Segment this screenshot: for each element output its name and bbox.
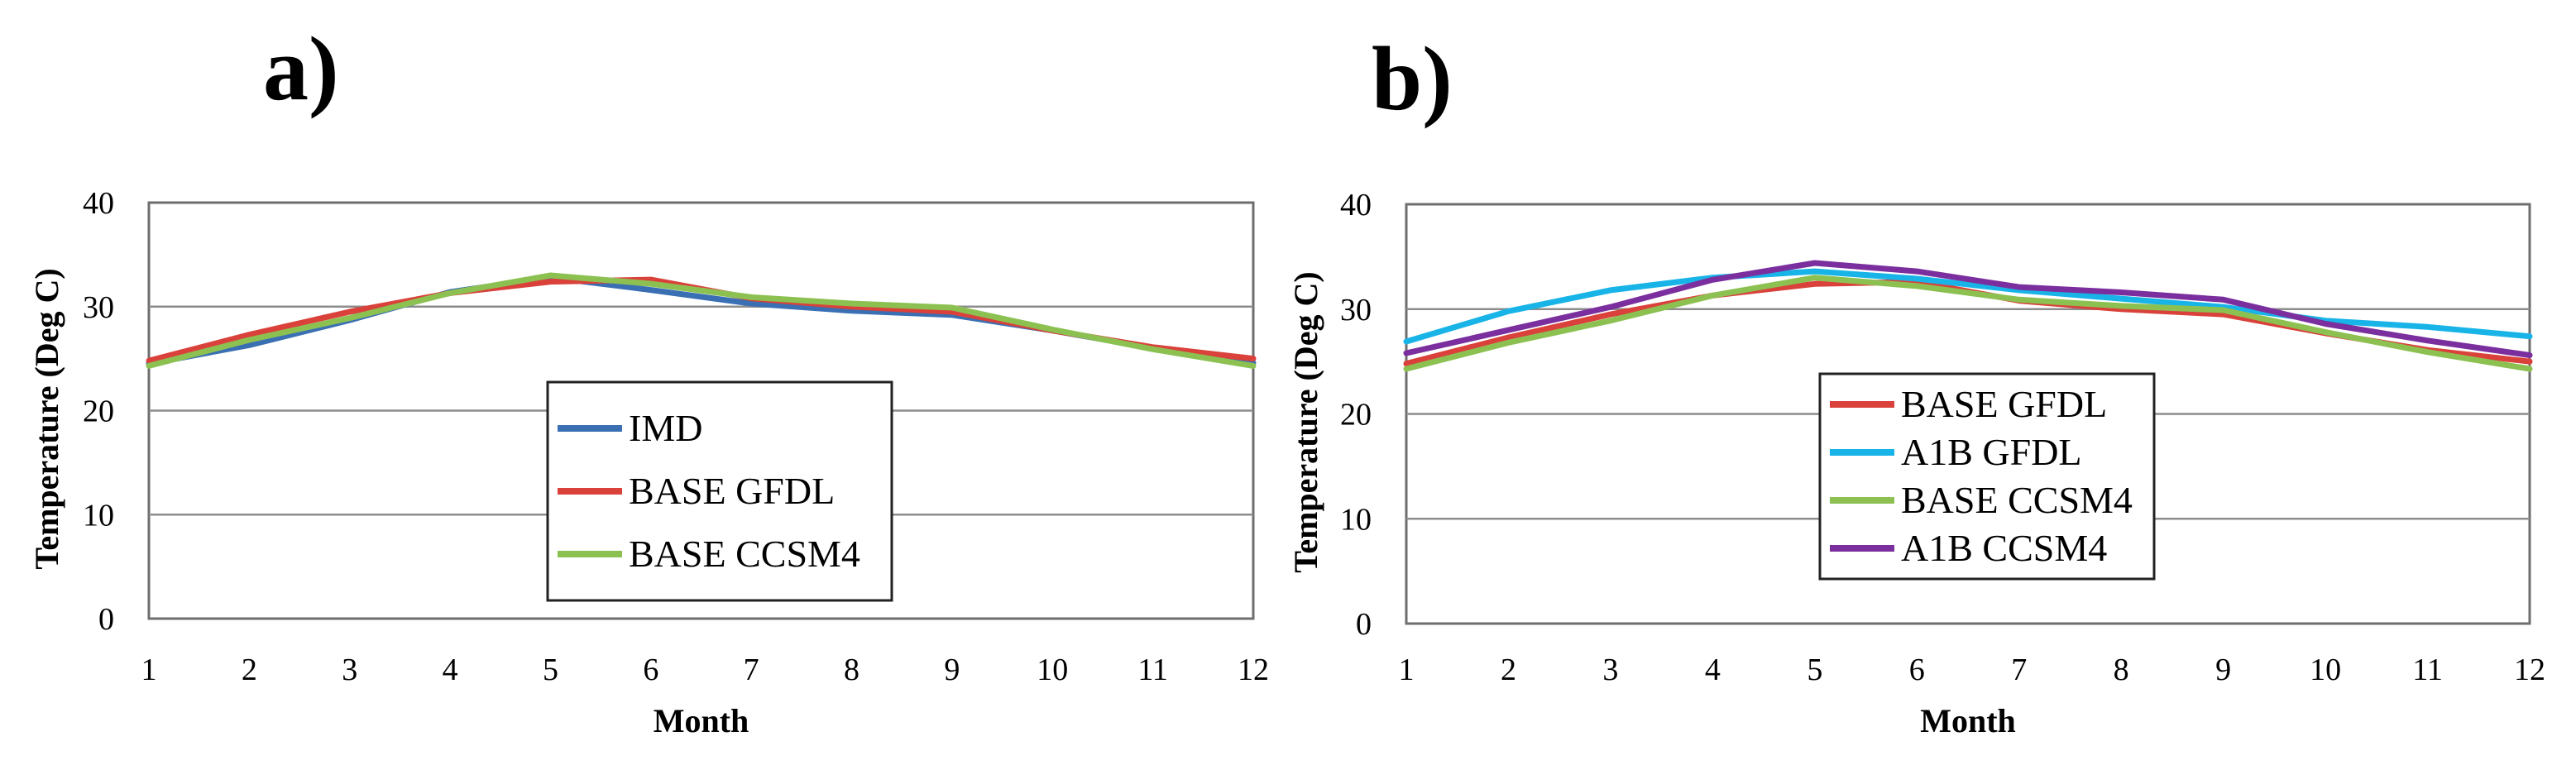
legend-label-b-a1b-gfdl: A1B GFDL [1901,431,2082,473]
y-tick-label-a-10: 10 [83,498,114,533]
x-tick-label-a-4: 4 [443,653,458,687]
x-tick-label-b-1: 1 [1399,653,1415,687]
legend-label-a-base-ccsm4: BASE CCSM4 [629,533,860,575]
y-tick-label-b-0: 0 [1356,607,1372,642]
legend-label-a-imd: IMD [629,407,702,449]
series-line-a-base-ccsm4 [146,272,1257,369]
x-tick-label-b-3: 3 [1602,653,1618,687]
series-line-b-a1b-ccsm4 [1403,260,2533,358]
x-tick-label-b-5: 5 [1807,653,1822,687]
legend-box-a [546,380,893,602]
panel-label-b: b) [1372,28,1453,129]
x-tick-label-a-12: 12 [1238,653,1269,687]
x-tick-label-a-7: 7 [744,653,759,687]
y-tick-label-b-20: 20 [1340,398,1372,433]
y-tick-label-a-40: 40 [83,186,114,221]
x-tick-label-b-11: 11 [2412,653,2443,687]
x-tick-label-a-11: 11 [1137,653,1168,687]
y-tick-label-b-30: 30 [1340,293,1372,328]
y-tick-label-a-30: 30 [83,290,114,325]
y-axis-title-a: Temperature (Deg C) [28,268,65,569]
x-tick-label-b-9: 9 [2215,653,2231,687]
x-axis-title-b: Month [1920,702,2016,739]
x-tick-label-a-6: 6 [643,653,658,687]
y-tick-label-a-20: 20 [83,394,114,429]
legend-label-b-a1b-ccsm4: A1B CCSM4 [1901,527,2107,569]
x-tick-label-a-1: 1 [141,653,157,687]
x-tick-label-b-4: 4 [1705,653,1721,687]
x-tick-label-b-7: 7 [2011,653,2027,687]
x-tick-label-b-2: 2 [1501,653,1516,687]
x-axis-title-a: Month [654,702,749,739]
legend-label-b-base-ccsm4: BASE CCSM4 [1901,479,2133,521]
x-tick-label-b-10: 10 [2310,653,2341,687]
y-axis-title-b: Temperature (Deg C) [1287,271,1324,572]
y-tick-label-b-10: 10 [1340,502,1372,537]
series-line-b-a1b-gfdl [1403,268,2533,345]
x-tick-label-a-3: 3 [342,653,357,687]
legend-label-a-base-gfdl: BASE GFDL [629,470,835,512]
x-tick-label-b-6: 6 [1909,653,1925,687]
legend-label-b-base-gfdl: BASE GFDL [1901,383,2107,425]
y-tick-label-a-0: 0 [98,602,114,637]
y-tick-label-b-40: 40 [1340,188,1372,222]
x-tick-label-b-12: 12 [2514,653,2545,687]
x-tick-label-a-5: 5 [543,653,558,687]
x-tick-label-a-9: 9 [944,653,960,687]
x-tick-label-a-10: 10 [1037,653,1068,687]
x-tick-label-a-2: 2 [242,653,257,687]
x-tick-label-a-8: 8 [844,653,859,687]
panel-label-a: a) [263,18,339,119]
legend-box-b [1818,372,2156,581]
series-line-b-base-ccsm4 [1403,275,2533,372]
x-tick-label-b-8: 8 [2114,653,2129,687]
